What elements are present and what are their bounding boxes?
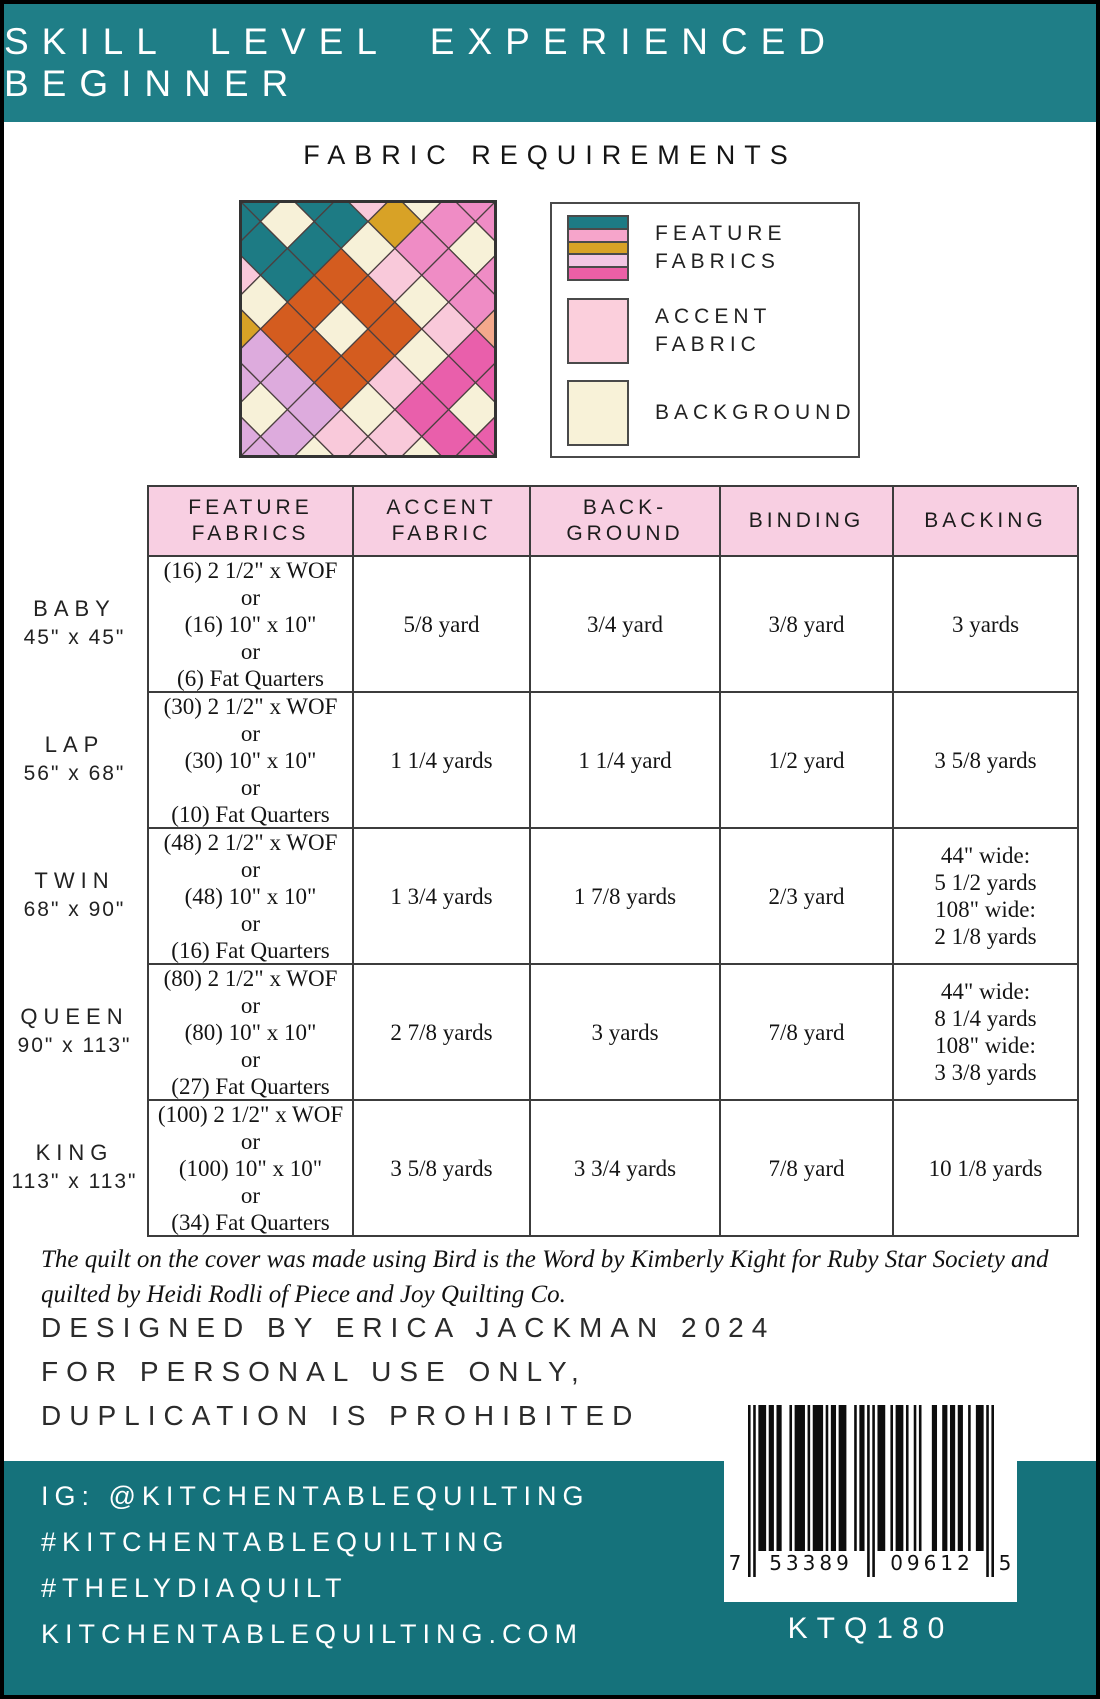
size-row-label: KING 113" x 113" bbox=[11, 1140, 138, 1193]
legend-label-background: BACKGROUND bbox=[655, 401, 856, 424]
table-cell-backing: 44" wide: 8 1/4 yards 108" wide: 3 3/8 yard… bbox=[894, 965, 1079, 1101]
table-cell-accent: 1 3/4 yards bbox=[354, 829, 531, 965]
upc-barcode: 7 53389 09612 5 bbox=[724, 1399, 1017, 1602]
barcode-digit-check: 5 bbox=[994, 1551, 1016, 1575]
fabric-strip bbox=[569, 253, 627, 267]
skill-level-text: SKILL LEVEL EXPERIENCED BEGINNER bbox=[4, 21, 839, 104]
table-cell-backing: 10 1/8 yards bbox=[894, 1101, 1079, 1237]
barcode-digit-prefix: 7 bbox=[724, 1551, 746, 1575]
table-cell-feature: (100) 2 1/2" x WOF or (100) 10" x 10" or (34… bbox=[149, 1101, 354, 1237]
legend-row-feature: FEATURE FABRICS bbox=[567, 215, 786, 281]
cover-credit-text: The quilt on the cover was made using Bi… bbox=[41, 1246, 1049, 1308]
table-cell-accent: 5/8 yard bbox=[354, 557, 531, 693]
hashtag-kitchentablequilting: #KITCHENTABLEQUILTING bbox=[41, 1527, 510, 1557]
column-header: BACKING bbox=[894, 487, 1079, 557]
table-cell-background: 1 7/8 yards bbox=[531, 829, 721, 965]
website-url: KITCHENTABLEQUILTING.COM bbox=[41, 1619, 584, 1649]
column-header: BACK- GROUND bbox=[531, 487, 721, 557]
feature-fabrics-swatch bbox=[567, 215, 629, 281]
table-cell-backing: 3 5/8 yards bbox=[894, 693, 1079, 829]
size-row-label: QUEEN 90" x 113" bbox=[17, 1004, 132, 1057]
legend-row-accent: ACCENT FABRIC bbox=[567, 298, 771, 364]
table-cell-accent: 2 7/8 yards bbox=[354, 965, 531, 1101]
size-row-label: TWIN 68" x 90" bbox=[23, 868, 126, 921]
column-header: BINDING bbox=[721, 487, 894, 557]
table-cell-binding: 2/3 yard bbox=[721, 829, 894, 965]
size-row-label: BABY 45" x 45" bbox=[23, 596, 126, 649]
table-cell-binding: 1/2 yard bbox=[721, 693, 894, 829]
table-cell-feature: (16) 2 1/2" x WOF or (16) 10" x 10" or (6) F… bbox=[149, 557, 354, 693]
table-cell-background: 3/4 yard bbox=[531, 557, 721, 693]
table-cell-backing: 44" wide: 5 1/2 yards 108" wide: 2 1/8 yard… bbox=[894, 829, 1079, 965]
table-cell-feature: (48) 2 1/2" x WOF or (48) 10" x 10" or (16) … bbox=[149, 829, 354, 965]
skill-level-banner: SKILL LEVEL EXPERIENCED BEGINNER bbox=[4, 4, 1096, 122]
table-cell-feature: (80) 2 1/2" x WOF or (80) 10" x 10" or (27) … bbox=[149, 965, 354, 1101]
table-cell-feature: (30) 2 1/2" x WOF or (30) 10" x 10" or (10) … bbox=[149, 693, 354, 829]
fabric-table: FEATURE FABRICS ACCENT FABRIC BACK- GROUND BIN… bbox=[147, 485, 1079, 1237]
designer-copyright-text: DESIGNED BY ERICA JACKMAN 2024 FOR PERSO… bbox=[41, 1312, 776, 1431]
pattern-sku: KTQ180 bbox=[787, 1612, 954, 1645]
barcode-digit-group2: 09612 bbox=[879, 1551, 985, 1575]
quilt-preview-image bbox=[98, 59, 638, 599]
fabric-legend: FEATURE FABRICS ACCENT FABRIC BACKGROUND bbox=[550, 202, 860, 458]
fabric-strip bbox=[569, 240, 627, 254]
fabric-strip bbox=[569, 217, 627, 228]
barcode-digit-group1: 53389 bbox=[758, 1551, 864, 1575]
accent-fabric-swatch bbox=[567, 298, 629, 364]
table-cell-background: 3 yards bbox=[531, 965, 721, 1101]
barcode-bars bbox=[748, 1405, 994, 1577]
table-cell-binding: 7/8 yard bbox=[721, 1101, 894, 1237]
fabric-requirements-title: FABRIC REQUIREMENTS bbox=[303, 140, 797, 170]
legend-label-accent-fabric: ACCENT FABRIC bbox=[655, 305, 772, 356]
table-cell-background: 1 1/4 yard bbox=[531, 693, 721, 829]
hashtag-thelydiaquilt: #THELYDIAQUILT bbox=[41, 1573, 348, 1603]
fabric-strip bbox=[569, 266, 627, 279]
column-header: ACCENT FABRIC bbox=[354, 487, 531, 557]
fabric-strip bbox=[569, 227, 627, 241]
table-cell-accent: 1 1/4 yards bbox=[354, 693, 531, 829]
table-cell-backing: 3 yards bbox=[894, 557, 1079, 693]
instagram-handle: IG: @KITCHENTABLEQUILTING bbox=[41, 1481, 590, 1511]
column-header: FEATURE FABRICS bbox=[149, 487, 354, 557]
table-cell-binding: 3/8 yard bbox=[721, 557, 894, 693]
table-cell-background: 3 3/4 yards bbox=[531, 1101, 721, 1237]
table-cell-binding: 7/8 yard bbox=[721, 965, 894, 1101]
background-fabric-swatch bbox=[567, 380, 629, 446]
legend-row-background: BACKGROUND bbox=[567, 380, 856, 446]
size-row-label: LAP 56" x 68" bbox=[23, 732, 126, 785]
table-cell-accent: 3 5/8 yards bbox=[354, 1101, 531, 1237]
social-links: IG: @KITCHENTABLEQUILTING #KITCHENTABLEQ… bbox=[41, 1482, 589, 1666]
legend-label-feature-fabrics: FEATURE FABRICS bbox=[655, 222, 787, 273]
